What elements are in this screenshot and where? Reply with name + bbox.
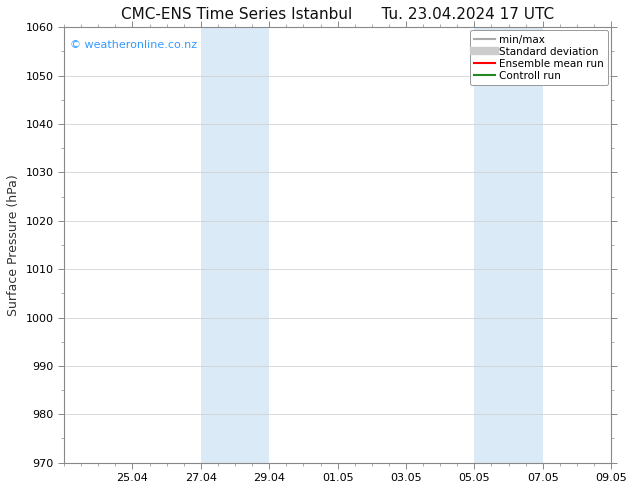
Bar [201,27,269,463]
Bar [474,27,543,463]
Legend: min/max, Standard deviation, Ensemble mean run, Controll run: min/max, Standard deviation, Ensemble me… [470,30,608,85]
Y-axis label: Surface Pressure (hPa): Surface Pressure (hPa) [7,174,20,316]
Title: CMC-ENS Time Series Istanbul      Tu. 23.04.2024 17 UTC: CMC-ENS Time Series Istanbul Tu. 23.04.2… [121,7,554,22]
Text: © weatheronline.co.nz: © weatheronline.co.nz [70,40,197,50]
